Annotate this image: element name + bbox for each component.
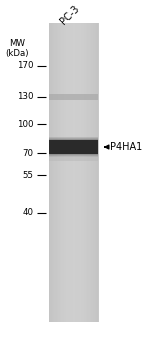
Bar	[49, 23, 99, 322]
Bar	[49, 139, 98, 155]
Bar	[66, 23, 68, 322]
Bar	[87, 23, 88, 322]
Bar	[90, 23, 91, 322]
Bar	[88, 23, 90, 322]
Text: P4HA1: P4HA1	[110, 142, 143, 152]
Bar	[97, 23, 98, 322]
Text: 170: 170	[17, 61, 33, 70]
Bar	[60, 23, 61, 322]
Bar	[58, 23, 59, 322]
Bar	[96, 23, 97, 322]
Text: 100: 100	[17, 120, 33, 129]
Bar	[80, 23, 81, 322]
Bar	[72, 23, 74, 322]
Bar	[82, 23, 84, 322]
Bar	[84, 23, 85, 322]
Bar	[69, 23, 70, 322]
Bar	[49, 137, 98, 158]
Bar	[63, 23, 64, 322]
Bar	[79, 23, 80, 322]
Bar	[81, 23, 82, 322]
Text: PC-3: PC-3	[58, 4, 81, 27]
Bar	[68, 23, 69, 322]
Bar	[93, 23, 95, 322]
Bar	[49, 94, 98, 100]
Text: 40: 40	[22, 209, 33, 218]
Bar	[91, 23, 92, 322]
Bar	[55, 23, 57, 322]
Bar	[49, 140, 98, 154]
Bar	[49, 138, 98, 156]
Bar	[75, 23, 76, 322]
Bar	[57, 23, 58, 322]
Bar	[65, 23, 66, 322]
Text: 70: 70	[22, 149, 33, 158]
Bar	[59, 23, 60, 322]
Bar	[71, 23, 72, 322]
Bar	[77, 23, 79, 322]
Bar	[52, 23, 53, 322]
Bar	[76, 23, 77, 322]
Bar	[53, 23, 54, 322]
Text: 55: 55	[22, 171, 33, 180]
Bar	[49, 157, 98, 161]
Bar	[95, 23, 96, 322]
Bar	[49, 140, 98, 154]
Bar	[70, 23, 71, 322]
Bar	[49, 23, 50, 322]
Bar	[50, 23, 52, 322]
Bar	[49, 136, 98, 158]
Bar	[49, 137, 98, 156]
Bar	[54, 23, 55, 322]
Bar	[74, 23, 75, 322]
Bar	[61, 23, 63, 322]
Bar	[64, 23, 65, 322]
Bar	[85, 23, 86, 322]
Bar	[86, 23, 87, 322]
Bar	[92, 23, 93, 322]
Text: MW
(kDa): MW (kDa)	[5, 39, 29, 58]
Text: 130: 130	[17, 92, 33, 101]
